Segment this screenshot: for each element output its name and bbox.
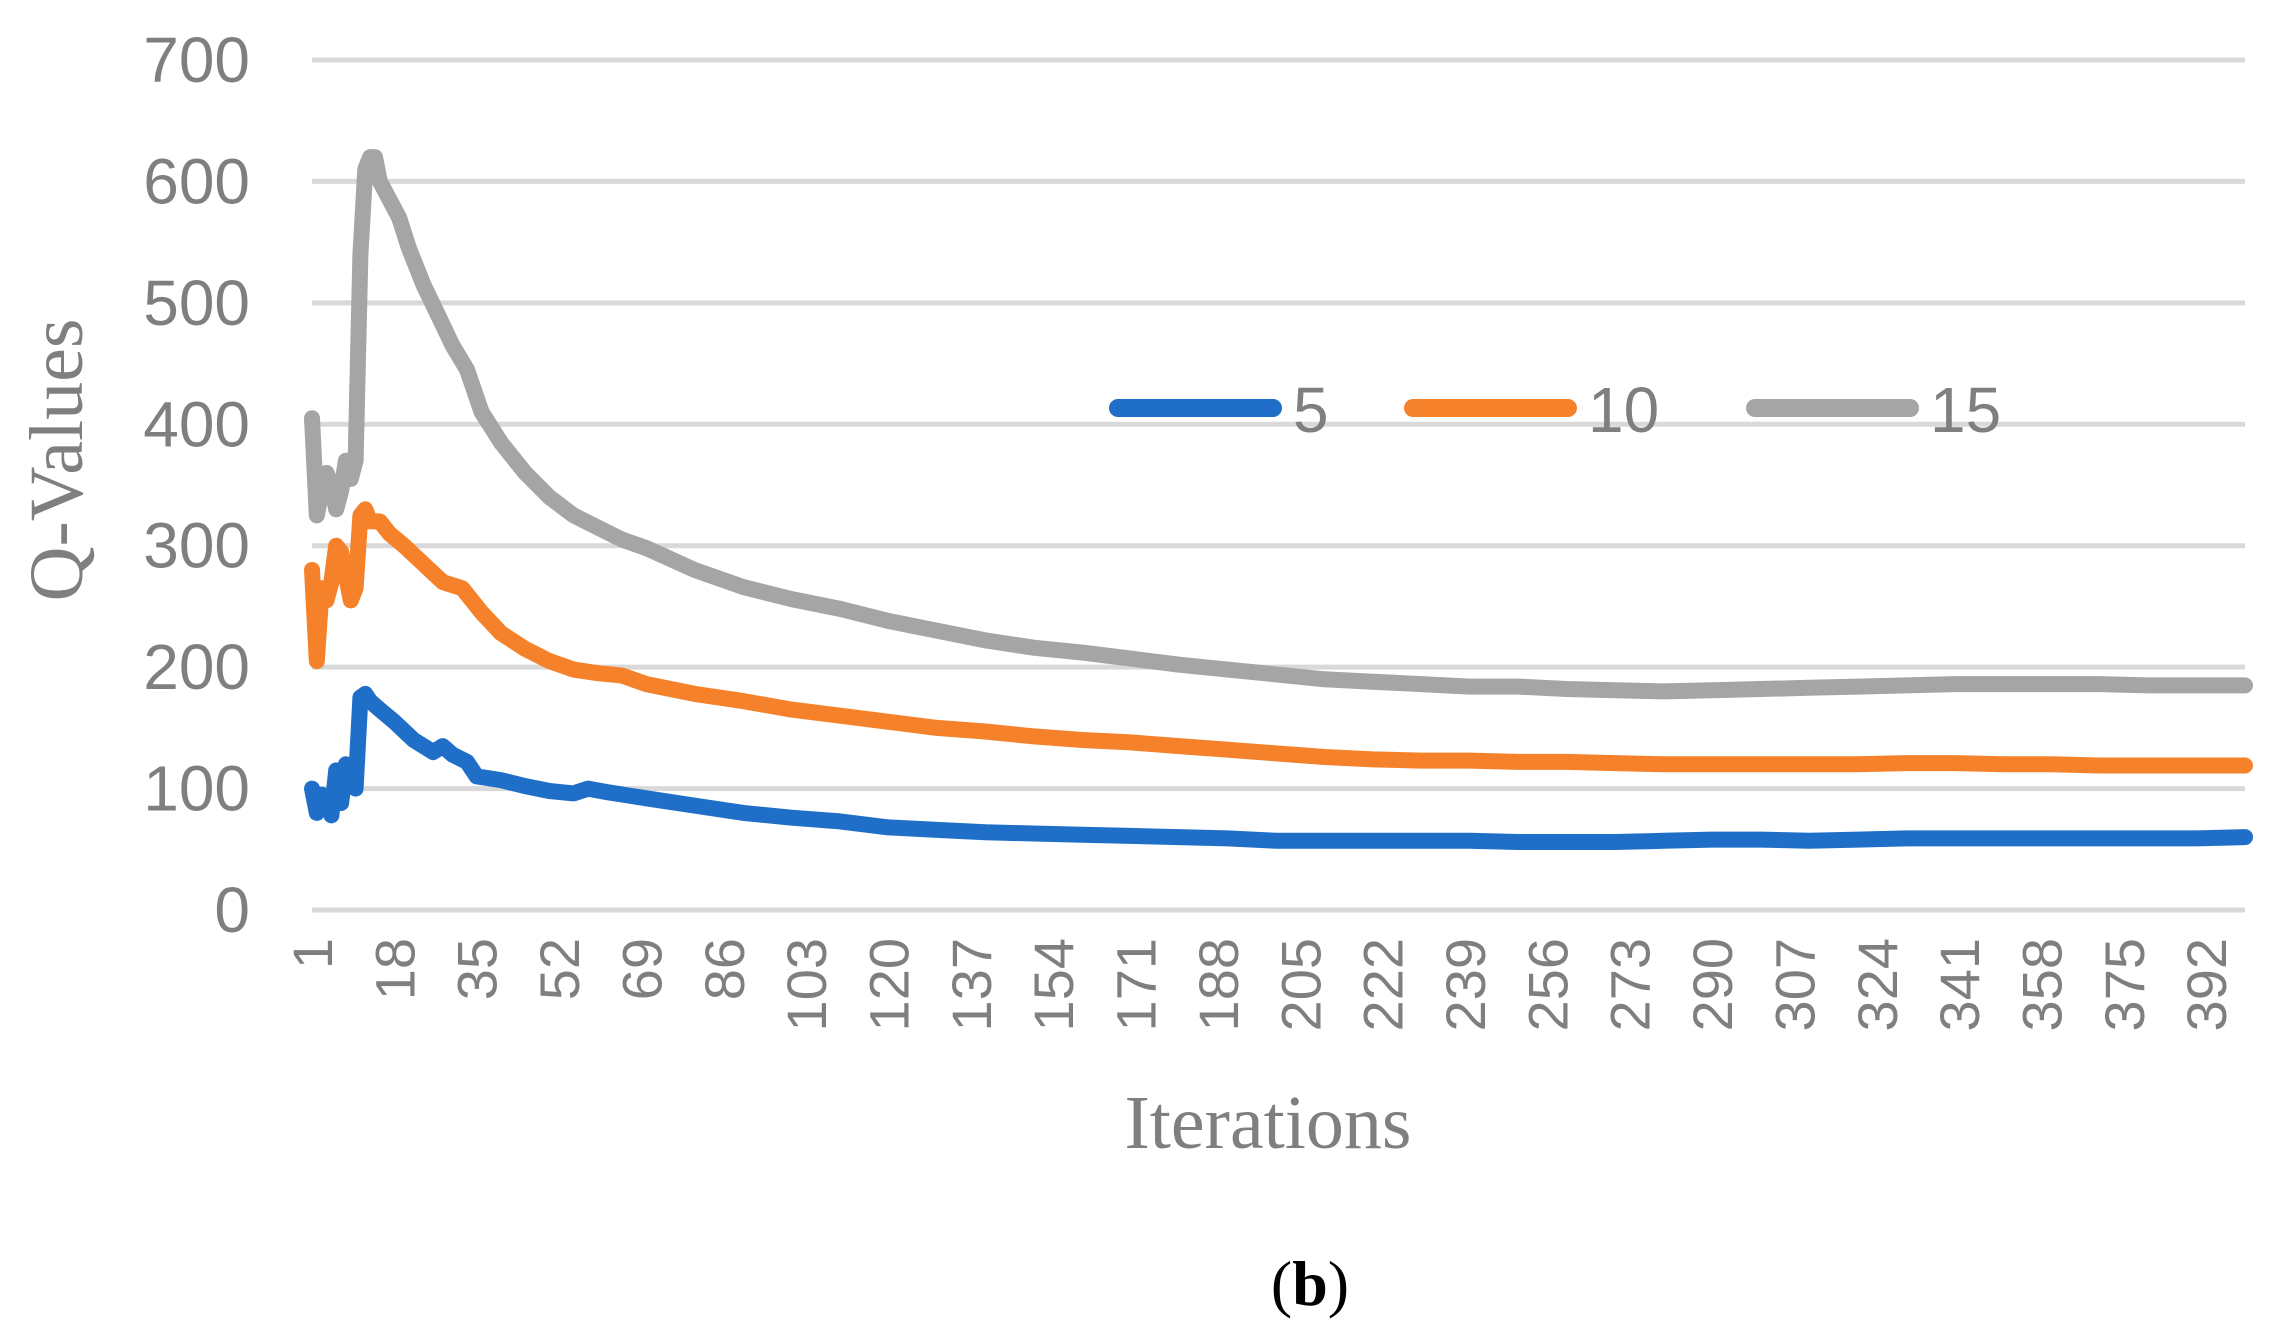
x-axis-ticks: 1 18 35 52 69 86 103 120 137 154 171 188 205 222 239 25… bbox=[281, 938, 2238, 1031]
x-tick-label-375: 375 bbox=[2093, 938, 2156, 1031]
figure-caption: (b) bbox=[1271, 1248, 1349, 1319]
x-tick-label-205: 205 bbox=[1269, 938, 1332, 1031]
x-tick-label-103: 103 bbox=[775, 938, 838, 1031]
caption-close: ) bbox=[1328, 1248, 1349, 1319]
x-tick-label-18: 18 bbox=[363, 938, 426, 1000]
x-tick-label-239: 239 bbox=[1434, 938, 1497, 1031]
x-tick-label-290: 290 bbox=[1681, 938, 1744, 1031]
y-tick-label-600: 600 bbox=[143, 145, 250, 217]
legend: 5 10 15 bbox=[1109, 374, 2001, 446]
series-line-15 bbox=[304, 149, 2253, 700]
legend-label-15: 15 bbox=[1930, 374, 2001, 446]
y-tick-label-100: 100 bbox=[143, 753, 250, 825]
legend-label-10: 10 bbox=[1588, 374, 1659, 446]
y-axis-title: Q-Values bbox=[15, 319, 99, 602]
x-tick-label-273: 273 bbox=[1599, 938, 1662, 1031]
y-tick-label-300: 300 bbox=[143, 510, 250, 582]
caption-open: ( bbox=[1271, 1248, 1292, 1319]
series-lines bbox=[304, 149, 2253, 850]
y-tick-label-500: 500 bbox=[143, 267, 250, 339]
x-tick-label-1: 1 bbox=[281, 938, 344, 969]
x-tick-label-358: 358 bbox=[2011, 938, 2074, 1031]
x-tick-label-341: 341 bbox=[1928, 938, 1991, 1031]
series-line-5 bbox=[304, 685, 2253, 850]
y-tick-label-200: 200 bbox=[143, 631, 250, 703]
x-tick-label-137: 137 bbox=[940, 938, 1003, 1031]
series-line-10 bbox=[304, 501, 2253, 774]
x-tick-label-69: 69 bbox=[610, 938, 673, 1000]
y-tick-label-0: 0 bbox=[214, 874, 250, 946]
x-tick-label-171: 171 bbox=[1105, 938, 1168, 1031]
x-tick-label-35: 35 bbox=[446, 938, 509, 1000]
x-tick-label-222: 222 bbox=[1352, 938, 1415, 1031]
x-tick-label-86: 86 bbox=[693, 938, 756, 1000]
x-tick-label-188: 188 bbox=[1187, 938, 1250, 1031]
x-tick-label-256: 256 bbox=[1516, 938, 1579, 1031]
y-tick-label-700: 700 bbox=[143, 24, 250, 96]
x-tick-label-392: 392 bbox=[2175, 938, 2238, 1031]
y-axis-ticks: 0 100 200 300 400 500 600 700 bbox=[143, 24, 250, 946]
gridlines bbox=[312, 57, 2245, 913]
x-tick-label-52: 52 bbox=[528, 938, 591, 1000]
x-axis-title: Iterations bbox=[1124, 1081, 1411, 1165]
caption-letter: b bbox=[1292, 1248, 1328, 1319]
x-tick-label-154: 154 bbox=[1022, 938, 1085, 1031]
x-tick-label-307: 307 bbox=[1763, 938, 1826, 1031]
x-tick-label-120: 120 bbox=[858, 938, 921, 1031]
y-tick-label-400: 400 bbox=[143, 388, 250, 460]
legend-label-5: 5 bbox=[1293, 374, 1329, 446]
x-tick-label-324: 324 bbox=[1846, 938, 1909, 1031]
